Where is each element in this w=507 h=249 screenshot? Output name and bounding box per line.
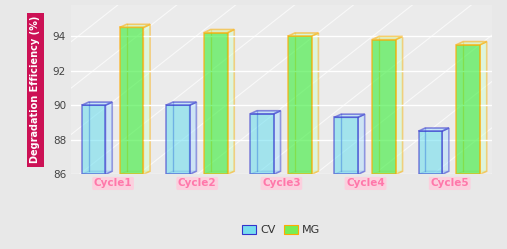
Polygon shape (120, 171, 150, 174)
Polygon shape (288, 36, 312, 174)
Polygon shape (288, 171, 318, 174)
Polygon shape (143, 24, 150, 174)
Polygon shape (456, 42, 487, 45)
Polygon shape (228, 30, 234, 174)
Polygon shape (82, 105, 105, 174)
Polygon shape (335, 171, 365, 174)
Text: Degradation Efficiency (%): Degradation Efficiency (%) (30, 16, 40, 163)
Polygon shape (250, 114, 274, 174)
Polygon shape (250, 171, 280, 174)
Polygon shape (335, 114, 365, 117)
Polygon shape (204, 30, 234, 33)
Polygon shape (190, 102, 196, 174)
Polygon shape (204, 33, 228, 174)
Polygon shape (419, 128, 449, 131)
Polygon shape (442, 128, 449, 174)
Polygon shape (456, 171, 487, 174)
Legend: CV, MG: CV, MG (238, 221, 325, 240)
Polygon shape (120, 27, 143, 174)
Polygon shape (372, 36, 403, 40)
Polygon shape (274, 111, 280, 174)
Polygon shape (120, 24, 150, 27)
Polygon shape (166, 105, 190, 174)
Polygon shape (105, 102, 112, 174)
Polygon shape (82, 171, 112, 174)
Polygon shape (480, 42, 487, 174)
Polygon shape (396, 36, 403, 174)
Polygon shape (358, 114, 365, 174)
Polygon shape (419, 171, 449, 174)
Polygon shape (204, 171, 234, 174)
Polygon shape (288, 33, 318, 36)
Polygon shape (166, 102, 196, 105)
Polygon shape (456, 45, 480, 174)
Polygon shape (372, 40, 396, 174)
Polygon shape (250, 111, 280, 114)
Polygon shape (419, 131, 442, 174)
Polygon shape (335, 117, 358, 174)
Polygon shape (82, 102, 112, 105)
Polygon shape (372, 171, 403, 174)
Polygon shape (312, 33, 318, 174)
Polygon shape (166, 171, 196, 174)
